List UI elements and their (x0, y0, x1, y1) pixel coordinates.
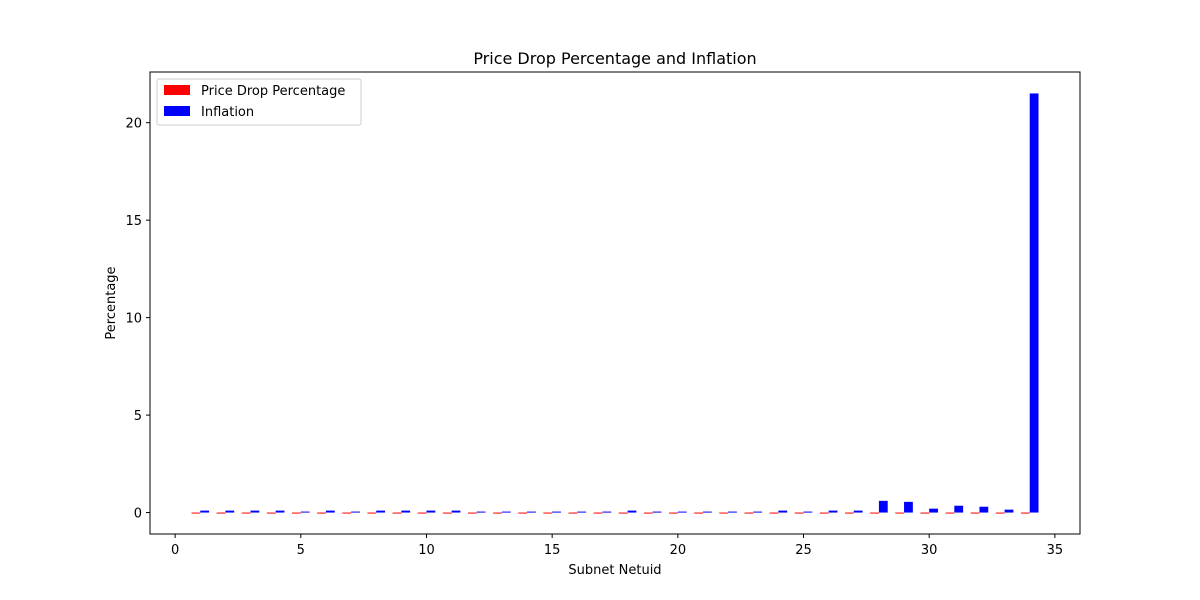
inflation-bar-12 (476, 511, 486, 513)
inflation-bar-26 (828, 510, 838, 513)
y-axis-ticks: 0 5 10 15 20 (125, 117, 150, 522)
x-tick-label: 15 (544, 543, 561, 558)
inflation-bar-16 (577, 511, 587, 513)
legend-label-price-drop: Price Drop Percentage (201, 84, 345, 99)
price-drop-bar-20 (669, 512, 678, 514)
price-drop-bar-33 (995, 512, 1005, 514)
price-drop-bar-7 (342, 512, 352, 514)
inflation-bar-1 (200, 510, 210, 513)
price-drop-bar-3 (241, 512, 251, 514)
inflation-bar-33 (1004, 509, 1014, 513)
inflation-bar-25 (803, 511, 813, 513)
x-tick-label: 35 (1047, 543, 1064, 558)
inflation-bar-18 (627, 510, 637, 513)
inflation-bar-7 (351, 511, 360, 513)
inflation-bar-2 (225, 510, 235, 513)
x-tick-label: 0 (171, 543, 179, 558)
inflation-bar-28 (878, 500, 888, 513)
inflation-bar-27 (853, 510, 863, 513)
price-drop-bar-12 (467, 512, 477, 514)
y-axis-label: Percentage (104, 266, 119, 339)
price-drop-bar-23 (744, 512, 754, 514)
price-drop-bar-34 (1020, 512, 1030, 514)
price-drop-bar-2 (216, 512, 226, 514)
inflation-bar-20 (677, 511, 687, 513)
price-drop-bar-32 (970, 512, 980, 514)
price-drop-bar-1 (191, 512, 201, 514)
inflation-bar-9 (401, 510, 411, 513)
legend: Price Drop Percentage Inflation (156, 78, 362, 126)
inflation-bar-10 (426, 510, 436, 513)
x-tick-label: 5 (297, 543, 305, 558)
legend-swatch-inflation (164, 106, 190, 116)
price-drop-bar-26 (819, 512, 829, 514)
price-drop-bar-22 (719, 512, 729, 514)
inflation-bar-23 (753, 511, 763, 513)
inflation-bar-13 (501, 511, 511, 513)
inflation-bar-32 (979, 506, 989, 513)
bars-layer (191, 93, 1039, 514)
inflation-bar-24 (778, 510, 788, 513)
inflation-bar-21 (702, 511, 712, 513)
inflation-bar-30 (929, 508, 938, 513)
inflation-bar-15 (552, 511, 561, 513)
inflation-bar-22 (728, 511, 737, 513)
plot-frame (149, 71, 1081, 535)
price-drop-bar-30 (920, 512, 930, 514)
y-tick-label: 20 (125, 117, 142, 132)
price-drop-bar-13 (493, 512, 502, 514)
price-drop-bar-10 (417, 512, 427, 514)
inflation-bar-6 (325, 510, 335, 513)
price-drop-bar-4 (266, 512, 276, 514)
price-drop-bar-8 (367, 512, 377, 514)
legend-box (156, 78, 362, 126)
inflation-bar-34 (1029, 93, 1039, 513)
y-tick-label: 10 (125, 312, 142, 327)
inflation-bar-31 (954, 505, 964, 513)
y-tick-label: 5 (134, 409, 142, 424)
x-tick-label: 25 (795, 543, 812, 558)
price-drop-bar-6 (317, 512, 326, 514)
price-drop-bar-19 (643, 512, 653, 514)
inflation-bar-19 (652, 511, 662, 513)
price-drop-bar-14 (518, 512, 528, 514)
inflation-bar-5 (300, 511, 310, 513)
inflation-bar-8 (376, 510, 386, 513)
y-tick-label: 15 (125, 214, 142, 229)
price-drop-bar-24 (769, 512, 779, 514)
x-tick-label: 20 (670, 543, 687, 558)
price-drop-bar-11 (442, 512, 452, 514)
price-drop-bar-29 (895, 512, 905, 514)
legend-label-inflation: Inflation (201, 105, 254, 120)
inflation-bar-14 (527, 511, 536, 513)
price-drop-bar-31 (945, 512, 955, 514)
inflation-bar-17 (602, 511, 612, 513)
x-tick-label: 30 (921, 543, 938, 558)
inflation-bar-11 (451, 510, 461, 513)
price-drop-bar-15 (543, 512, 553, 514)
price-drop-bar-18 (618, 512, 628, 514)
price-drop-bar-28 (870, 512, 879, 514)
x-axis-label: Subnet Netuid (568, 563, 661, 578)
price-drop-bar-16 (568, 512, 578, 514)
chart-title: Price Drop Percentage and Inflation (473, 49, 756, 68)
legend-swatch-price-drop (164, 85, 190, 95)
price-drop-bar-25 (794, 512, 804, 514)
price-drop-bar-9 (392, 512, 402, 514)
inflation-bar-4 (275, 510, 285, 513)
y-tick-label: 0 (134, 507, 142, 522)
price-drop-bar-17 (593, 512, 603, 514)
x-tick-label: 10 (418, 543, 435, 558)
price-drop-bar-27 (844, 512, 854, 514)
price-drop-bar-5 (292, 512, 301, 514)
inflation-bar-3 (250, 510, 260, 513)
price-drop-bar-21 (694, 512, 703, 514)
x-axis-ticks: 0 5 10 15 20 25 30 35 (171, 534, 1063, 558)
inflation-bar-29 (904, 501, 913, 513)
